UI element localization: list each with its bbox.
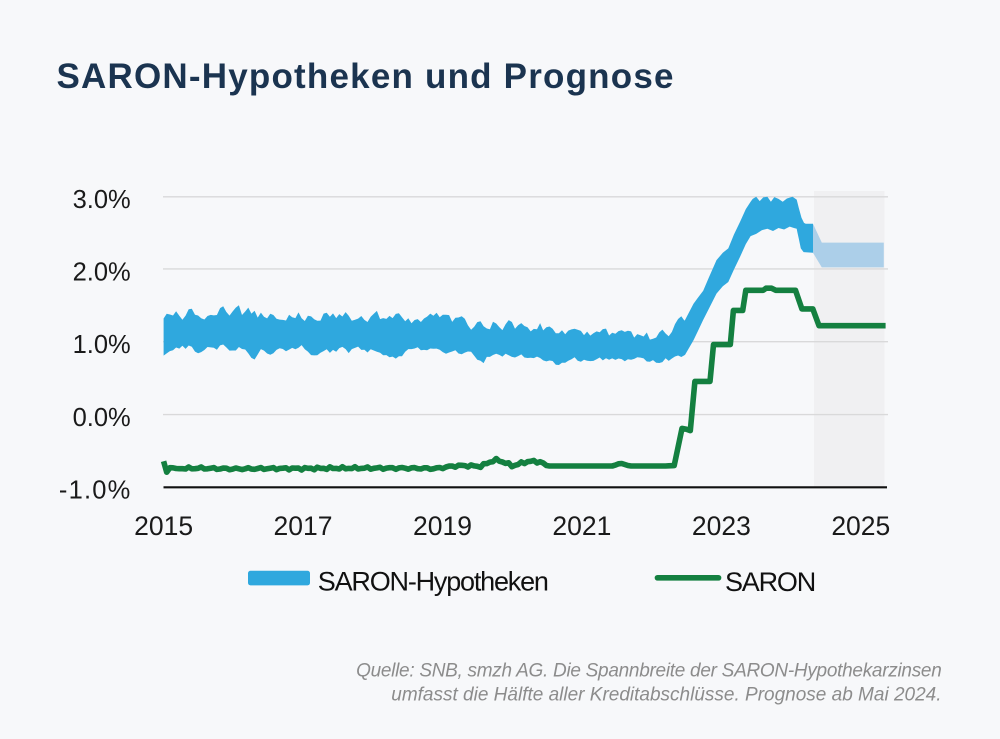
svg-text:3.0%: 3.0%	[73, 186, 131, 214]
svg-text:SARON: SARON	[725, 567, 815, 597]
svg-text:SARON-Hypotheken: SARON-Hypotheken	[318, 566, 548, 596]
svg-text:-1.0%: -1.0%	[59, 476, 132, 504]
svg-text:2023: 2023	[692, 511, 751, 541]
svg-text:2019: 2019	[413, 511, 472, 541]
svg-text:2017: 2017	[274, 511, 333, 541]
svg-text:2.0%: 2.0%	[73, 258, 131, 286]
svg-text:Quelle: SNB, smzh AG. Die Span: Quelle: SNB, smzh AG. Die Spannbreite de…	[356, 660, 941, 681]
svg-text:umfasst die Hälfte aller Kredi: umfasst die Hälfte aller Kreditabschlüss…	[391, 685, 941, 706]
svg-text:SARON-Hypotheken und Prognose: SARON-Hypotheken und Prognose	[57, 57, 675, 96]
svg-text:2021: 2021	[552, 511, 611, 541]
svg-text:1.0%: 1.0%	[73, 331, 131, 359]
svg-text:0.0%: 0.0%	[73, 404, 131, 432]
svg-text:2025: 2025	[831, 511, 890, 541]
svg-text:2015: 2015	[134, 511, 193, 541]
